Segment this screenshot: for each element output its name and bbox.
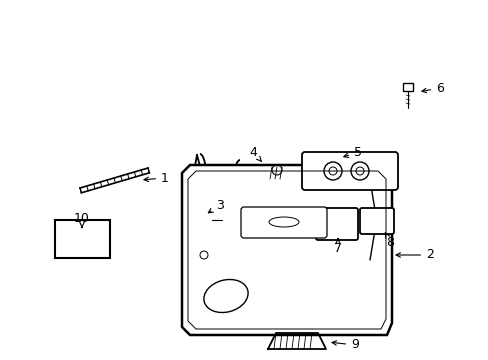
Bar [55,220,110,258]
Text: 10: 10 [74,212,90,228]
FancyBboxPatch shape [315,208,357,240]
Text: 5: 5 [343,145,361,158]
Text: 1: 1 [143,171,168,185]
Text: 6: 6 [421,81,443,95]
Bar [402,83,412,91]
Text: 8: 8 [385,233,393,248]
FancyBboxPatch shape [359,208,393,234]
Text: 4: 4 [248,145,261,162]
FancyBboxPatch shape [302,152,397,190]
Text: 2: 2 [395,248,433,261]
Text: 7: 7 [333,239,341,255]
Text: 3: 3 [208,198,224,213]
Text: 9: 9 [331,338,358,351]
PathPatch shape [182,165,391,335]
FancyBboxPatch shape [241,207,326,238]
